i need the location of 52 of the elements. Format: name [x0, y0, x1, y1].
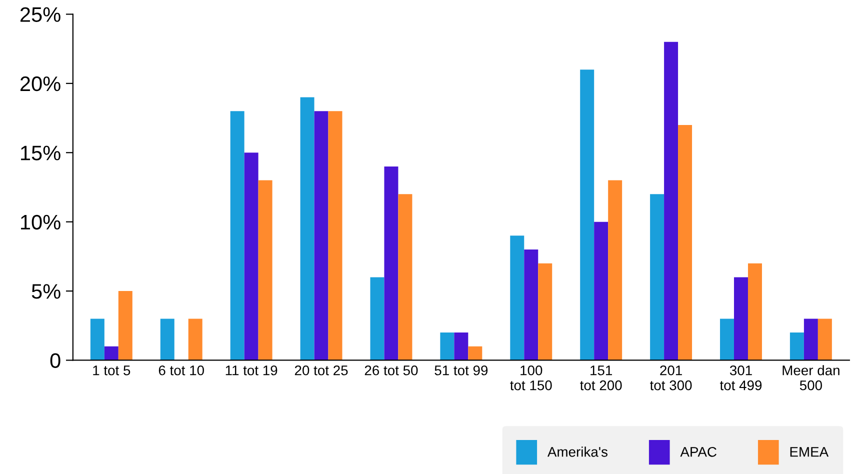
bar: [104, 346, 118, 360]
bar: [90, 318, 104, 360]
bar: [258, 180, 272, 360]
bar: [790, 332, 804, 360]
bar: [580, 70, 594, 360]
y-tick-label: 20%: [20, 76, 60, 92]
y-tick-label: 0: [50, 353, 60, 368]
bar: [300, 97, 314, 360]
x-tick-label: 51 tot 99: [434, 365, 488, 376]
x-tick-label: 26 tot 50: [364, 365, 418, 376]
bar: [538, 263, 552, 360]
bar: [594, 222, 608, 360]
bar: [524, 250, 538, 360]
bar: [230, 111, 244, 360]
bar: [664, 42, 678, 360]
bar: [748, 263, 762, 360]
bar: [370, 277, 384, 360]
legend-label: Amerika's: [547, 446, 608, 457]
bar: [118, 291, 132, 360]
x-tick-label: 20 tot 25: [294, 365, 348, 376]
bar: [468, 346, 482, 360]
y-tick-label: 5%: [32, 284, 60, 299]
x-tick-label: Meer dan 500: [782, 365, 840, 390]
x-tick-label: 6 tot 10: [158, 365, 204, 376]
bar: [804, 318, 818, 360]
bar: [734, 277, 748, 360]
x-tick-label: 151 tot 200: [580, 366, 622, 390]
bar: [650, 194, 664, 360]
x-tick-label: 301 tot 499: [720, 365, 762, 390]
x-tick-label: 1 tot 5: [93, 366, 130, 376]
y-tick-label: 15%: [21, 146, 60, 160]
bar: [608, 180, 622, 360]
bar: [398, 194, 412, 360]
y-tick-label: 25%: [20, 7, 60, 22]
bar: [328, 111, 342, 360]
bar: [678, 124, 692, 360]
bar: [314, 111, 328, 360]
bar: [818, 318, 832, 360]
bar: [440, 332, 454, 360]
x-tick-label: 11 tot 19: [226, 365, 278, 376]
bar: [510, 236, 524, 360]
x-tick-label: 100 tot 150: [510, 365, 552, 390]
legend-label: APAC: [680, 446, 716, 457]
bar: [160, 318, 174, 360]
y-tick-label: 10%: [21, 214, 60, 230]
bar: [384, 166, 398, 360]
x-tick-label: 201 tot 300: [650, 365, 692, 390]
legend-label: EMEA: [790, 447, 829, 457]
bar: [244, 152, 258, 360]
bar: [454, 332, 468, 360]
bar: [188, 318, 202, 360]
bar: [720, 318, 734, 360]
